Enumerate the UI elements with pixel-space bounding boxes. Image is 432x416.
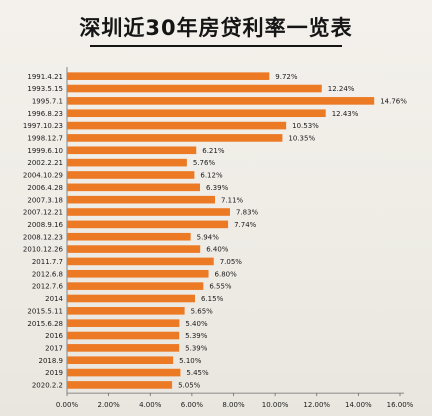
bar	[67, 183, 200, 192]
category-label: 1999.6.10	[27, 147, 63, 155]
data-label: 7.05%	[220, 258, 243, 266]
category-label: 2007.12.21	[23, 209, 63, 217]
category-label: 1991.4.21	[27, 73, 63, 81]
bar	[67, 158, 187, 167]
data-label: 9.72%	[275, 73, 298, 81]
category-label: 2015.6.28	[27, 320, 63, 328]
data-label: 6.55%	[209, 283, 232, 291]
data-label: 10.35%	[288, 135, 315, 143]
bar	[67, 319, 180, 327]
data-label: 12.24%	[328, 85, 355, 93]
bar	[67, 134, 283, 142]
data-label: 5.65%	[191, 307, 214, 315]
data-label: 6.40%	[206, 246, 229, 254]
data-label: 5.40%	[185, 320, 208, 328]
data-label: 7.83%	[236, 209, 259, 217]
bar	[67, 146, 197, 155]
data-label: 5.45%	[186, 369, 209, 377]
category-label: 2011.7.7	[32, 258, 63, 266]
bar	[67, 208, 230, 216]
bar	[67, 121, 287, 130]
category-label: 2004.10.29	[23, 172, 63, 180]
data-label: 5.39%	[185, 332, 208, 340]
data-label: 14.76%	[380, 97, 407, 105]
data-label: 6.12%	[200, 172, 223, 180]
x-tick-label: 0.00%	[56, 401, 79, 409]
category-label: 2008.12.23	[23, 233, 63, 241]
category-label: 2016	[45, 332, 63, 340]
bar	[67, 368, 181, 377]
bar	[67, 97, 375, 105]
category-label: 2010.12.26	[23, 246, 64, 254]
category-label: 2020.2.2	[32, 382, 63, 390]
data-label: 6.15%	[201, 295, 224, 303]
bar	[67, 220, 229, 229]
data-label: 5.05%	[178, 382, 201, 390]
category-label: 2012.7.6	[32, 283, 64, 291]
category-label: 1998.12.7	[27, 135, 63, 143]
category-label: 1995.7.1	[32, 97, 63, 105]
x-tick-label: 8.00%	[222, 401, 245, 409]
data-label: 6.80%	[215, 270, 238, 278]
category-label: 2015.5.11	[27, 307, 63, 315]
x-tick-label: 6.00%	[181, 401, 204, 409]
bar	[67, 294, 195, 303]
data-label: 10.53%	[292, 122, 319, 130]
bar	[67, 109, 326, 118]
bar	[67, 331, 180, 340]
bar	[67, 84, 322, 93]
bar	[67, 269, 209, 278]
data-label: 5.94%	[197, 233, 220, 241]
bar	[67, 72, 270, 80]
category-label: 2014	[45, 295, 63, 303]
category-label: 2017	[45, 344, 63, 352]
category-label: 1993.5.15	[27, 85, 63, 93]
data-label: 6.39%	[206, 184, 229, 192]
bar	[67, 245, 201, 253]
bar	[67, 356, 174, 365]
title-underline	[90, 45, 342, 47]
bar	[67, 232, 191, 241]
category-label: 1996.8.23	[27, 110, 63, 118]
x-tick-label: 14.00%	[345, 401, 372, 409]
data-label: 5.39%	[185, 344, 208, 352]
category-label: 2007.3.18	[27, 196, 63, 204]
bar	[67, 171, 195, 179]
x-tick-label: 10.00%	[262, 401, 289, 409]
data-label: 5.76%	[193, 159, 216, 167]
bar	[67, 344, 180, 352]
data-label: 7.11%	[221, 196, 244, 204]
category-label: 2019	[45, 369, 63, 377]
category-label: 2008.9.16	[27, 221, 63, 229]
chart-title: 深圳近30年房贷利率一览表	[79, 16, 353, 40]
bar	[67, 307, 185, 315]
data-label: 12.43%	[332, 110, 359, 118]
data-label: 6.21%	[202, 147, 225, 155]
bar	[67, 381, 173, 389]
category-label: 2002.2.21	[27, 159, 63, 167]
x-tick-label: 4.00%	[139, 401, 162, 409]
category-label: 2006.4.28	[27, 184, 63, 192]
category-label: 2018.9	[39, 357, 64, 365]
data-label: 5.10%	[179, 357, 202, 365]
x-tick-label: 12.00%	[303, 401, 330, 409]
data-label: 7.74%	[234, 221, 257, 229]
bar	[67, 195, 215, 204]
bar	[67, 282, 204, 290]
x-tick-label: 16.00%	[387, 401, 414, 409]
category-label: 1997.10.23	[23, 122, 63, 130]
bar	[67, 257, 214, 266]
category-label: 2012.6.8	[32, 270, 63, 278]
x-tick-label: 2.00%	[98, 401, 121, 409]
